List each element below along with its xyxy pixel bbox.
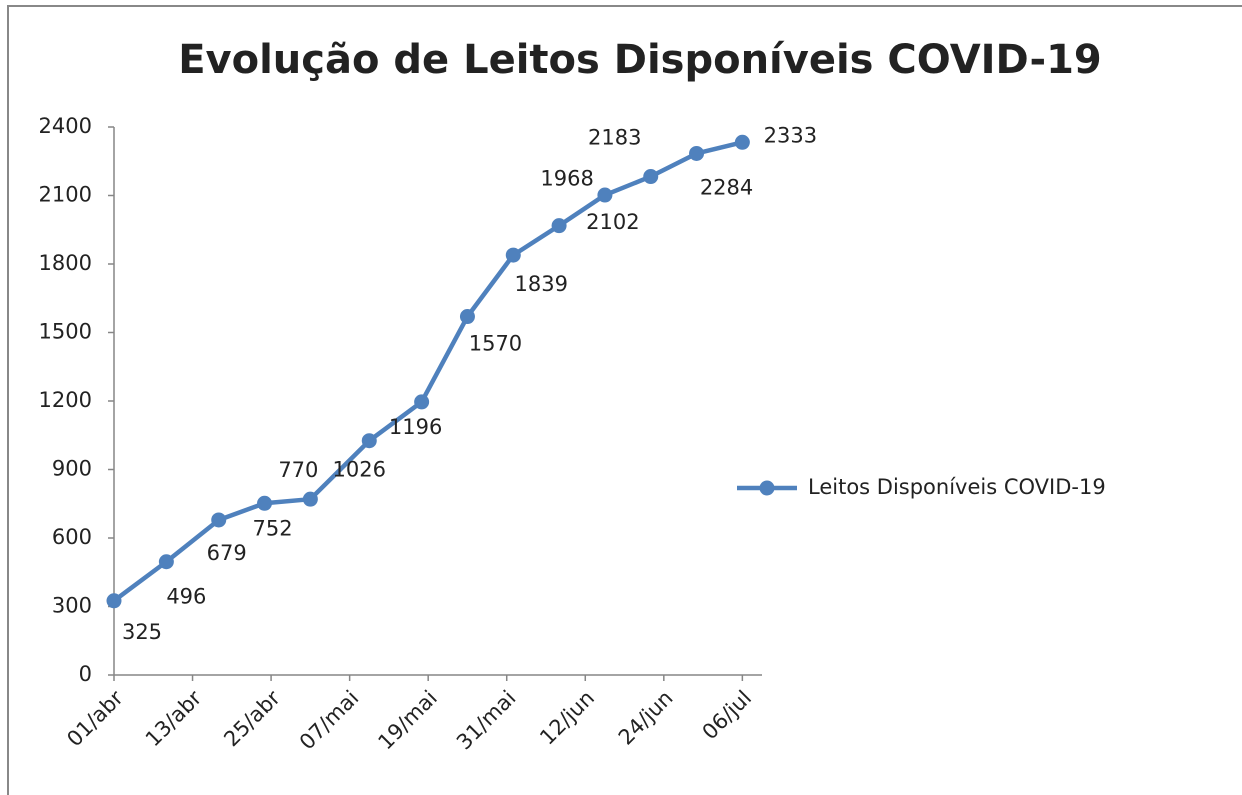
y-tick-label: 300 [52, 594, 92, 618]
data-point [505, 247, 521, 263]
y-tick-label: 1500 [39, 320, 92, 344]
data-point [302, 491, 318, 507]
y-tick-label: 1800 [39, 251, 92, 275]
series-line [112, 140, 743, 603]
data-point [414, 394, 430, 410]
data-label: 770 [278, 458, 318, 482]
y-tick-label: 2400 [39, 114, 92, 138]
data-label: 325 [122, 620, 162, 644]
data-point [158, 554, 174, 570]
data-label: 1570 [469, 332, 522, 356]
data-label: 2102 [586, 210, 639, 234]
y-tick-label: 900 [52, 457, 92, 481]
chart-title: Evolução de Leitos Disponíveis COVID-19 [178, 37, 1102, 83]
data-point [459, 309, 475, 325]
data-label: 752 [252, 516, 292, 540]
data-label: 2333 [764, 123, 817, 147]
data-point [257, 495, 273, 511]
data-label: 496 [166, 585, 206, 609]
data-label: 2284 [700, 175, 753, 199]
legend-marker [759, 480, 775, 496]
y-tick-label: 2100 [39, 183, 92, 207]
data-label: 679 [207, 541, 247, 565]
data-point [106, 593, 122, 609]
legend-label: Leitos Disponíveis COVID-19 [808, 475, 1106, 499]
y-tick-label: 1200 [39, 388, 92, 412]
data-label: 1968 [540, 167, 593, 191]
data-label: 1026 [333, 458, 386, 482]
data-point [597, 187, 613, 203]
data-point [211, 512, 227, 528]
data-point [361, 433, 377, 449]
y-tick-label: 600 [52, 525, 92, 549]
data-point [734, 134, 750, 150]
frame [7, 5, 1242, 795]
data-point [551, 218, 567, 234]
y-tick-label: 0 [79, 662, 92, 686]
data-point [643, 169, 659, 185]
data-label: 1839 [515, 272, 568, 296]
data-label: 1196 [389, 415, 442, 439]
data-point [689, 145, 705, 161]
data-label: 2183 [588, 126, 641, 150]
